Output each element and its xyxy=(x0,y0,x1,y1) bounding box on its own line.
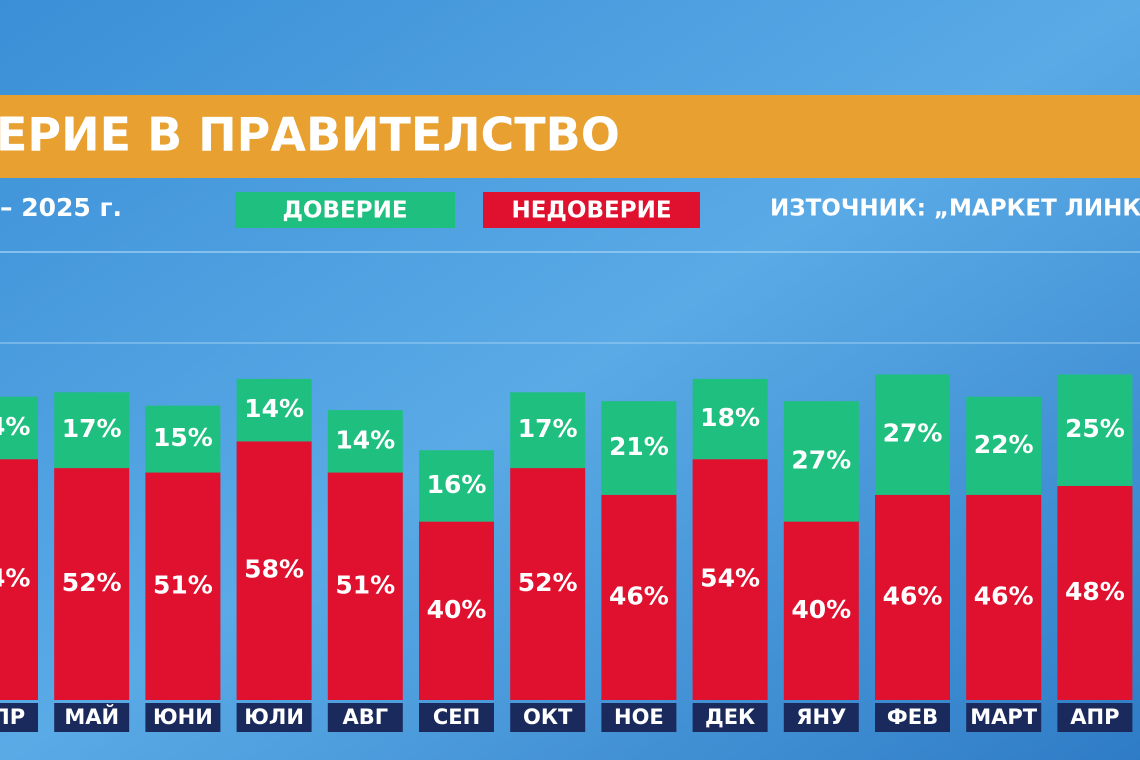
value-label: 18% xyxy=(700,403,760,432)
bar-segment xyxy=(419,521,494,700)
x-tick-label: СЕП xyxy=(433,705,480,729)
legend: ДОВЕРИЕ НЕДОВЕРИЕ xyxy=(235,192,700,228)
bar-segment xyxy=(0,459,38,700)
bar-segment xyxy=(0,396,38,460)
bar-segment xyxy=(601,401,677,495)
value-label: 14% xyxy=(244,394,304,423)
category-box xyxy=(875,703,950,732)
source: ИЗТОЧНИК: „МАРКЕТ ЛИНКС xyxy=(770,196,1140,222)
category-box xyxy=(692,703,768,732)
bar-segment xyxy=(510,392,586,469)
bar-segment xyxy=(145,405,221,473)
x-tick-label: АВГ xyxy=(342,705,388,729)
category-box xyxy=(601,703,677,732)
value-label: 58% xyxy=(244,555,304,584)
value-label: 15% xyxy=(153,423,213,452)
value-label: 40% xyxy=(791,595,851,624)
bar-segment xyxy=(1057,374,1133,486)
bar-segment xyxy=(1057,485,1133,700)
x-tick-label: АПР xyxy=(1070,705,1119,729)
bar-segment xyxy=(692,378,768,460)
x-tick-label: ЯНУ xyxy=(796,705,846,729)
category-box xyxy=(966,703,1042,732)
x-tick-label: ЮЛИ xyxy=(244,705,304,729)
category-box xyxy=(145,703,221,732)
value-label: 22% xyxy=(974,430,1034,459)
bar-segment xyxy=(601,494,677,700)
value-label: 27% xyxy=(883,419,943,448)
bar-segment xyxy=(54,392,130,469)
value-label: 51% xyxy=(335,570,395,599)
x-tick-label: МАЙ xyxy=(64,704,119,729)
bar-segment xyxy=(966,494,1042,700)
bar-segment xyxy=(327,410,403,473)
bar-segment xyxy=(875,494,950,700)
category-box xyxy=(419,703,494,732)
bar-segment xyxy=(419,450,494,522)
value-label: 51% xyxy=(153,570,213,599)
category-box xyxy=(327,703,403,732)
category-box xyxy=(783,703,859,732)
legend-swatch xyxy=(483,192,700,228)
bar-segment xyxy=(783,401,859,522)
value-label: 54% xyxy=(0,564,30,593)
category-box xyxy=(236,703,312,732)
x-tick-label: НОЕ xyxy=(614,705,664,729)
plot: АПР 54% 14% МАЙ 52% 17% ЮНИ 51% 15% ЮЛИ 58% 14% АВГ 5… xyxy=(0,374,1133,732)
legend-label: ДОВЕРИЕ xyxy=(282,198,407,224)
value-label: 46% xyxy=(609,581,669,610)
category-box xyxy=(510,703,586,732)
value-label: 27% xyxy=(791,445,851,474)
bar-segment xyxy=(966,396,1042,495)
bar-segment xyxy=(875,374,950,495)
category-box xyxy=(0,703,38,732)
value-label: 54% xyxy=(700,564,760,593)
x-tick-label: ОКТ xyxy=(523,705,573,729)
bar-segment xyxy=(510,468,586,700)
subtitle: – 2025 г. xyxy=(0,193,122,222)
value-label: 40% xyxy=(427,595,487,624)
bar-segment xyxy=(783,521,859,700)
value-label: 52% xyxy=(518,568,578,597)
legend-swatch xyxy=(235,192,455,228)
value-label: 17% xyxy=(62,414,122,443)
x-tick-label: ДЕК xyxy=(705,705,755,729)
bar-segment xyxy=(145,472,221,700)
x-tick-label: МАРТ xyxy=(970,705,1038,729)
value-label: 48% xyxy=(1065,577,1125,606)
value-label: 21% xyxy=(609,432,669,461)
bar-segment xyxy=(692,459,768,700)
value-label: 46% xyxy=(883,581,943,610)
value-label: 17% xyxy=(518,414,578,443)
value-label: 52% xyxy=(62,568,122,597)
value-label: 46% xyxy=(974,581,1034,610)
x-tick-label: ФЕВ xyxy=(887,705,938,729)
x-tick-label: АПР xyxy=(0,705,25,729)
value-label: 25% xyxy=(1065,414,1125,443)
value-label: 16% xyxy=(427,470,487,499)
bar-segment xyxy=(236,378,312,442)
legend-label: НЕДОВЕРИЕ xyxy=(511,198,671,224)
bar-segment xyxy=(54,468,130,700)
category-box xyxy=(54,703,130,732)
bar-segment xyxy=(236,441,312,700)
category-box xyxy=(1057,703,1133,732)
x-tick-label: ЮНИ xyxy=(153,705,213,729)
title-band xyxy=(0,95,1140,178)
value-label: 14% xyxy=(0,412,30,441)
bar-segment xyxy=(327,472,403,700)
value-label: 14% xyxy=(335,425,395,454)
chart-title: ЕРИЕ В ПРАВИТЕЛСТВО xyxy=(0,108,620,162)
